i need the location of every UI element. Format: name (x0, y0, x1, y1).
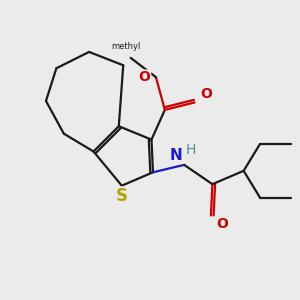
Text: O: O (200, 87, 212, 101)
Text: methyl: methyl (112, 42, 141, 51)
Text: N: N (170, 148, 183, 164)
Text: O: O (216, 217, 228, 231)
Text: O: O (139, 70, 151, 84)
Text: H: H (185, 143, 196, 158)
Text: S: S (116, 187, 128, 205)
